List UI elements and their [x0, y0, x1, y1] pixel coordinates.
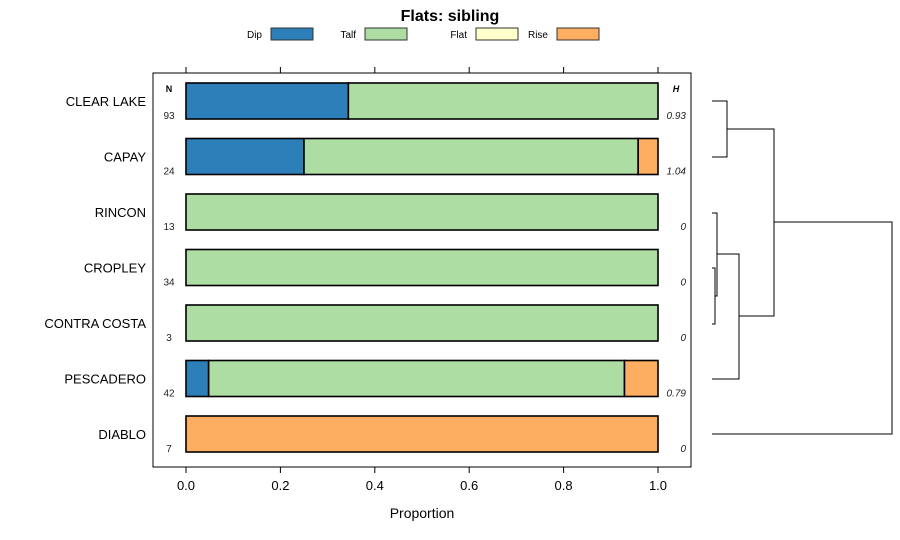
bar-segment-rise — [185, 415, 659, 453]
legend: Dip Talf Flat Rise — [247, 27, 600, 41]
chart-title: Flats: sibling — [401, 8, 500, 25]
n-header: N — [166, 84, 173, 94]
category-label: CROPLEY — [84, 261, 146, 276]
bar-segment-talf — [185, 304, 659, 342]
bar-segment-talf — [185, 193, 659, 231]
legend-swatch — [364, 27, 408, 41]
x-tick-label: 1.0 — [649, 478, 667, 493]
n-value: 13 — [163, 222, 175, 233]
dendrogram-branch — [712, 221, 893, 435]
plot-frame — [152, 72, 692, 468]
x-tick-label: 0.2 — [271, 478, 289, 493]
dendrogram-branch — [712, 253, 740, 380]
n-value: 7 — [166, 444, 172, 455]
x-tick-label: 0.4 — [366, 478, 384, 493]
x-axis-label: Proportion — [390, 505, 455, 521]
h-value: 0 — [680, 333, 686, 344]
h-header: H — [673, 84, 680, 94]
category-label: RINCON — [95, 205, 146, 220]
legend-label: Flat — [450, 30, 467, 41]
legend-swatch — [556, 27, 600, 41]
bar-segment-talf — [207, 359, 626, 398]
h-value: 0 — [680, 444, 686, 455]
n-value: 3 — [166, 333, 172, 344]
h-value: 0 — [680, 222, 686, 233]
h-value: 0 — [680, 278, 686, 289]
n-value: 93 — [163, 111, 175, 122]
bar-segment-rise — [637, 137, 659, 176]
category-label: CONTRA COSTA — [44, 316, 146, 331]
category-label: CAPAY — [104, 150, 146, 165]
n-value: 24 — [163, 167, 175, 178]
category-label: CLEAR LAKE — [66, 94, 147, 109]
bar-segment-dip — [185, 137, 305, 176]
bar-segment-dip — [185, 82, 350, 120]
n-value: 42 — [163, 389, 175, 400]
bar-segment-talf — [347, 82, 659, 120]
category-label: PESCADERO — [64, 372, 146, 387]
legend-swatch — [475, 27, 519, 41]
legend-label: Dip — [247, 30, 262, 41]
legend-label: Talf — [340, 30, 356, 41]
bar-segment-rise — [623, 359, 659, 398]
h-value: 1.04 — [667, 167, 687, 178]
x-tick-label: 0.8 — [555, 478, 573, 493]
x-tick-label: 0.0 — [177, 478, 195, 493]
bar-segment-dip — [185, 359, 210, 398]
x-tick-label: 0.6 — [460, 478, 478, 493]
legend-label: Rise — [528, 30, 548, 41]
dendrogram-branch — [712, 100, 728, 158]
bar-segment-talf — [185, 248, 659, 287]
dendrogram — [712, 100, 893, 435]
h-value: 0.93 — [667, 111, 687, 122]
dendrogram-branch — [727, 128, 775, 317]
n-value: 34 — [163, 278, 175, 289]
bar-segment-talf — [303, 137, 639, 176]
h-value: 0.79 — [667, 389, 687, 400]
category-label: DIABLO — [98, 427, 146, 442]
legend-swatch — [270, 27, 314, 41]
dendrogram-branch — [712, 267, 716, 325]
